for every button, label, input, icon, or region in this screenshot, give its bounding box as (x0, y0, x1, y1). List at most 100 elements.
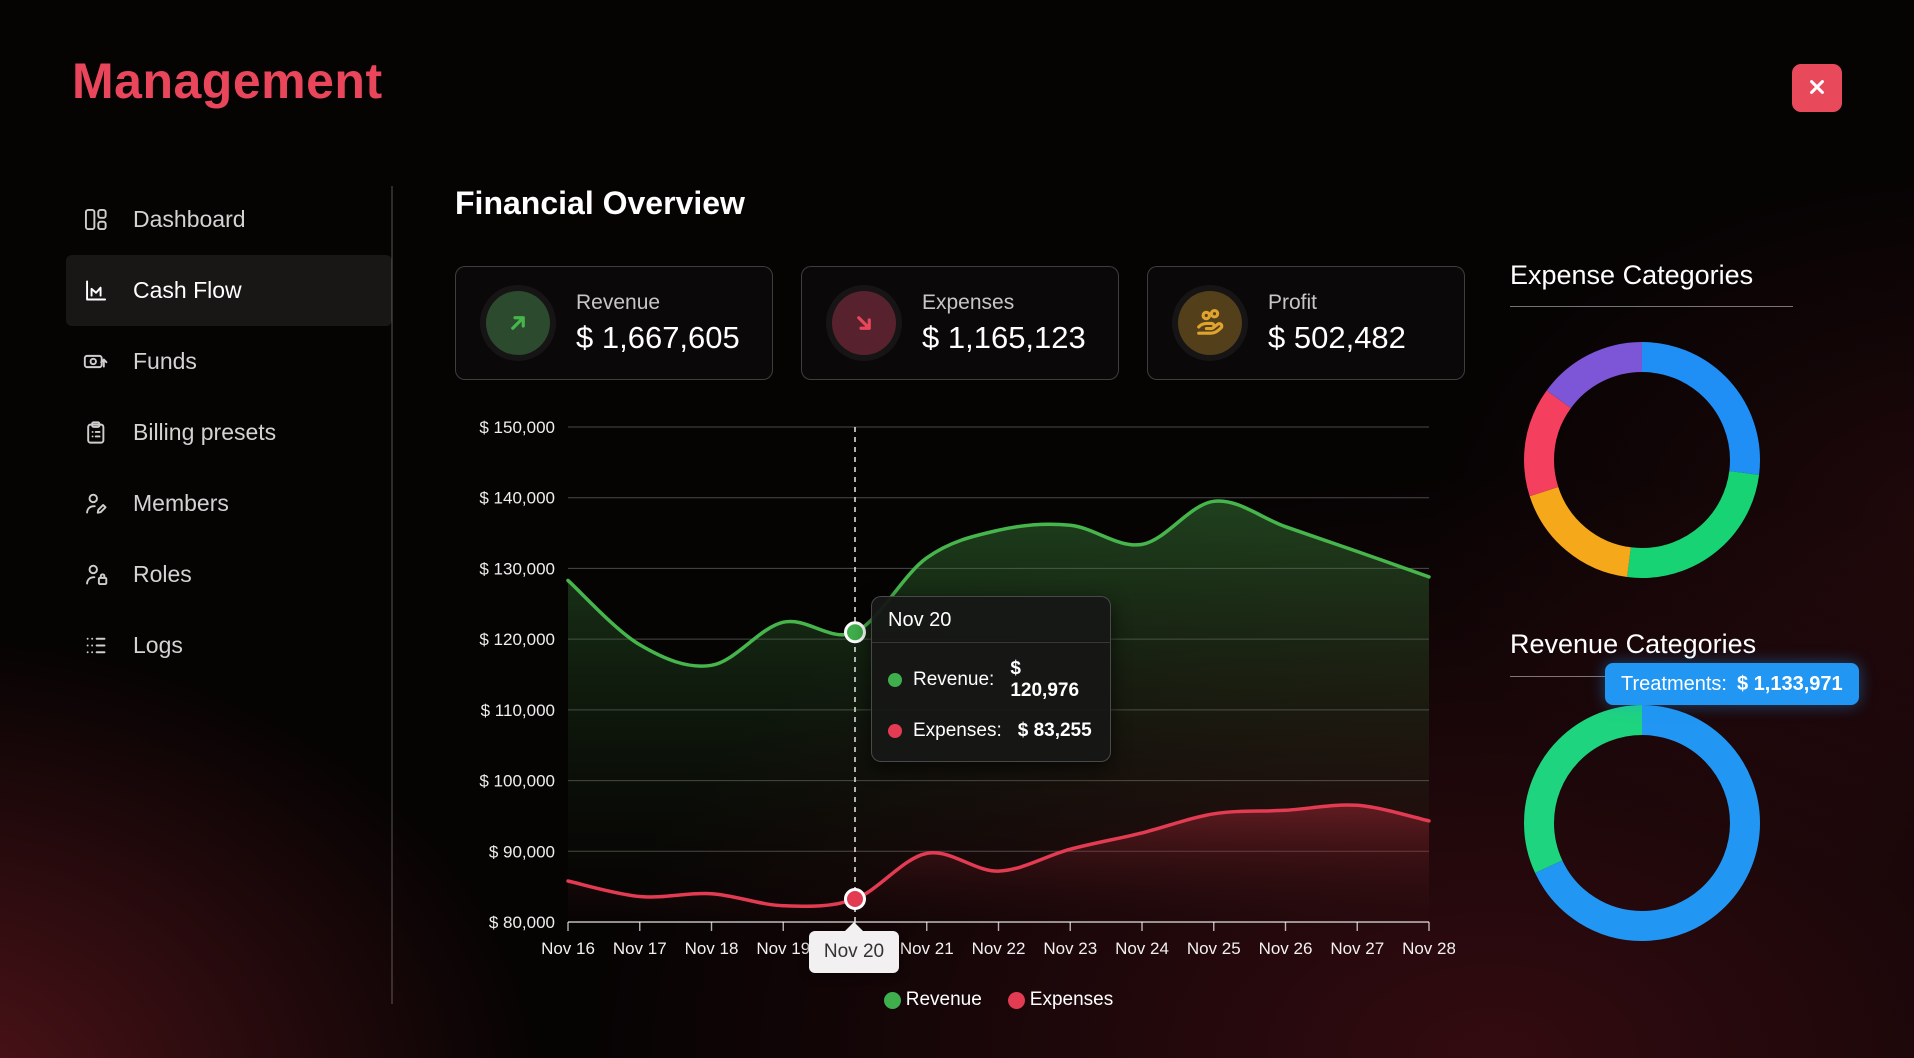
treatments-tooltip-value: $ 1,133,971 (1736, 672, 1843, 695)
sidebar-item-label: Funds (133, 348, 197, 374)
x-axis-label: Nov 24 (1115, 939, 1169, 958)
hand-coins-icon-circle (1178, 291, 1242, 355)
chart-tooltip-revenue-row: Revenue: $ 120,976 (872, 649, 1110, 711)
expenses-dot-icon (888, 724, 902, 738)
dashboard-icon (84, 208, 107, 231)
y-axis-label: $ 110,000 (481, 701, 555, 720)
stat-label: Profit (1268, 290, 1318, 314)
y-axis-label: $ 130,000 (479, 559, 555, 578)
x-axis-label: Nov 22 (972, 939, 1026, 958)
sidebar-item-label: Roles (133, 561, 192, 587)
stat-card-expenses: Expenses $ 1,165,123 (801, 266, 1119, 380)
sidebar-item-members[interactable]: Members (66, 468, 392, 539)
expenses-line (566, 803, 1431, 909)
x-axis-tooltip-label: Nov 20 (823, 941, 885, 962)
sidebar-item-label: Dashboard (133, 206, 246, 232)
x-axis-label: Nov 27 (1330, 939, 1384, 958)
trend-down-icon (857, 316, 871, 330)
donut-segment-purple[interactable] (1524, 342, 1760, 578)
x-axis-label: Nov 23 (1043, 939, 1097, 958)
sidebar-item-logs[interactable]: Logs (66, 610, 392, 681)
funds-icon (83, 354, 108, 369)
chart-tooltip-expenses-label: Expenses: (913, 720, 1002, 741)
close-button[interactable] (1792, 64, 1842, 112)
stat-cards: Revenue $ 1,667,605 Expenses $ 1,165,123 Pro… (455, 266, 1465, 380)
x-axis-label: Nov 16 (541, 939, 595, 958)
chart-tooltip-expenses-value: $ 83,255 (1017, 720, 1092, 741)
chart-tooltip-revenue-label: Revenue: (913, 669, 995, 690)
sidebar-item-roles[interactable]: Roles (66, 539, 392, 610)
chart-tooltip-expenses-row: Expenses: $ 83,255 (872, 711, 1110, 751)
sidebar-item-cash-flow[interactable]: Cash Flow (66, 255, 392, 326)
sidebar: Dashboard Cash Flow Funds Billing presets Me… (66, 184, 392, 681)
y-axis-label: $ 90,000 (489, 842, 555, 861)
stat-value: $ 502,482 (1268, 319, 1406, 355)
treatments-tooltip-label: Treatments: (1621, 672, 1727, 695)
y-axis-label: $ 140,000 (479, 489, 555, 508)
cash-flow-icon (86, 280, 107, 301)
cashflow-chart: $ 150,000 $ 140,000 $ 130,000 $ 120,000 $ 11… (455, 415, 1456, 1040)
hand-coins-icon (1197, 308, 1224, 335)
expenses-legend-dot-icon (1007, 991, 1025, 1009)
expenses-hover-point[interactable] (844, 887, 866, 910)
revenue-legend-dot-icon (883, 991, 901, 1009)
sidebar-item-label: Members (133, 490, 229, 516)
sidebar-item-label: Cash Flow (133, 277, 242, 303)
legend-expenses-label: Expenses (1029, 989, 1114, 1010)
trend-down-icon-circle (832, 291, 896, 355)
sidebar-item-billing-presets[interactable]: Billing presets (66, 397, 392, 468)
stat-card-revenue: Revenue $ 1,667,605 (455, 266, 773, 380)
close-icon (1804, 74, 1830, 103)
legend-item-revenue[interactable]: Revenue (883, 989, 982, 1011)
x-axis-label: Nov 19 (756, 939, 810, 958)
billing-icon (87, 421, 105, 444)
stat-value: $ 1,667,605 (576, 319, 740, 355)
expense-categories-divider (1510, 306, 1793, 307)
legend-revenue-label: Revenue (905, 989, 982, 1010)
x-axis-label: Nov 26 (1259, 939, 1313, 958)
chart-tooltip-revenue-value: $ 120,976 (1010, 658, 1080, 701)
sidebar-divider (391, 186, 393, 1004)
donut-segment-green[interactable] (1524, 342, 1760, 578)
expense-categories-title: Expense Categories (1510, 260, 1754, 290)
stat-label: Expenses (922, 290, 1015, 314)
treatments-tooltip: Treatments: $ 1,133,971 (1605, 663, 1859, 705)
roles-icon (86, 564, 108, 586)
x-axis-label: Nov 21 (900, 939, 954, 958)
stat-card-profit: Profit $ 502,482 (1147, 266, 1465, 380)
expenses-area (568, 804, 1429, 922)
x-axis-tooltip: Nov 20 (809, 922, 899, 973)
y-axis-label: $ 120,000 (479, 630, 555, 649)
revenue-categories-title: Revenue Categories (1510, 629, 1757, 659)
logs-icon (86, 637, 106, 654)
chart-tooltip-date: Nov 20 (872, 597, 1110, 643)
legend-item-expenses[interactable]: Expenses (1007, 989, 1114, 1011)
expense-categories-donut (1524, 342, 1760, 578)
sidebar-item-label: Logs (133, 632, 183, 658)
revenue-dot-icon (888, 673, 902, 687)
donut-segment-other[interactable] (1524, 705, 1760, 941)
x-axis-label: Nov 25 (1187, 939, 1241, 958)
members-icon (86, 493, 107, 514)
y-axis-label: $ 100,000 (479, 772, 555, 791)
revenue-hover-point[interactable] (844, 621, 866, 644)
sidebar-item-label: Billing presets (133, 419, 277, 445)
sidebar-item-dashboard[interactable]: Dashboard (66, 184, 392, 255)
revenue-categories-donut (1524, 705, 1760, 941)
x-axis-tooltip-pointer-icon (845, 922, 863, 931)
donut-segment-red[interactable] (1524, 342, 1760, 578)
y-axis-label: $ 150,000 (479, 418, 555, 437)
sidebar-item-funds[interactable]: Funds (66, 326, 392, 397)
x-axis-label: Nov 18 (685, 939, 739, 958)
x-axis-label: Nov 28 (1402, 939, 1455, 958)
page-title: Financial Overview (455, 185, 745, 221)
chart-legend: Revenue Expenses (568, 989, 1429, 1011)
trend-up-icon-circle (486, 291, 550, 355)
revenue-line (566, 499, 1431, 668)
chart-tooltip: Nov 20 Revenue: $ 120,976 Expenses: $ 83… (871, 596, 1111, 762)
y-axis-label: $ 80,000 (489, 913, 555, 932)
stat-label: Revenue (576, 290, 661, 314)
app-title: Management (72, 53, 383, 109)
trend-up-icon (511, 316, 525, 330)
